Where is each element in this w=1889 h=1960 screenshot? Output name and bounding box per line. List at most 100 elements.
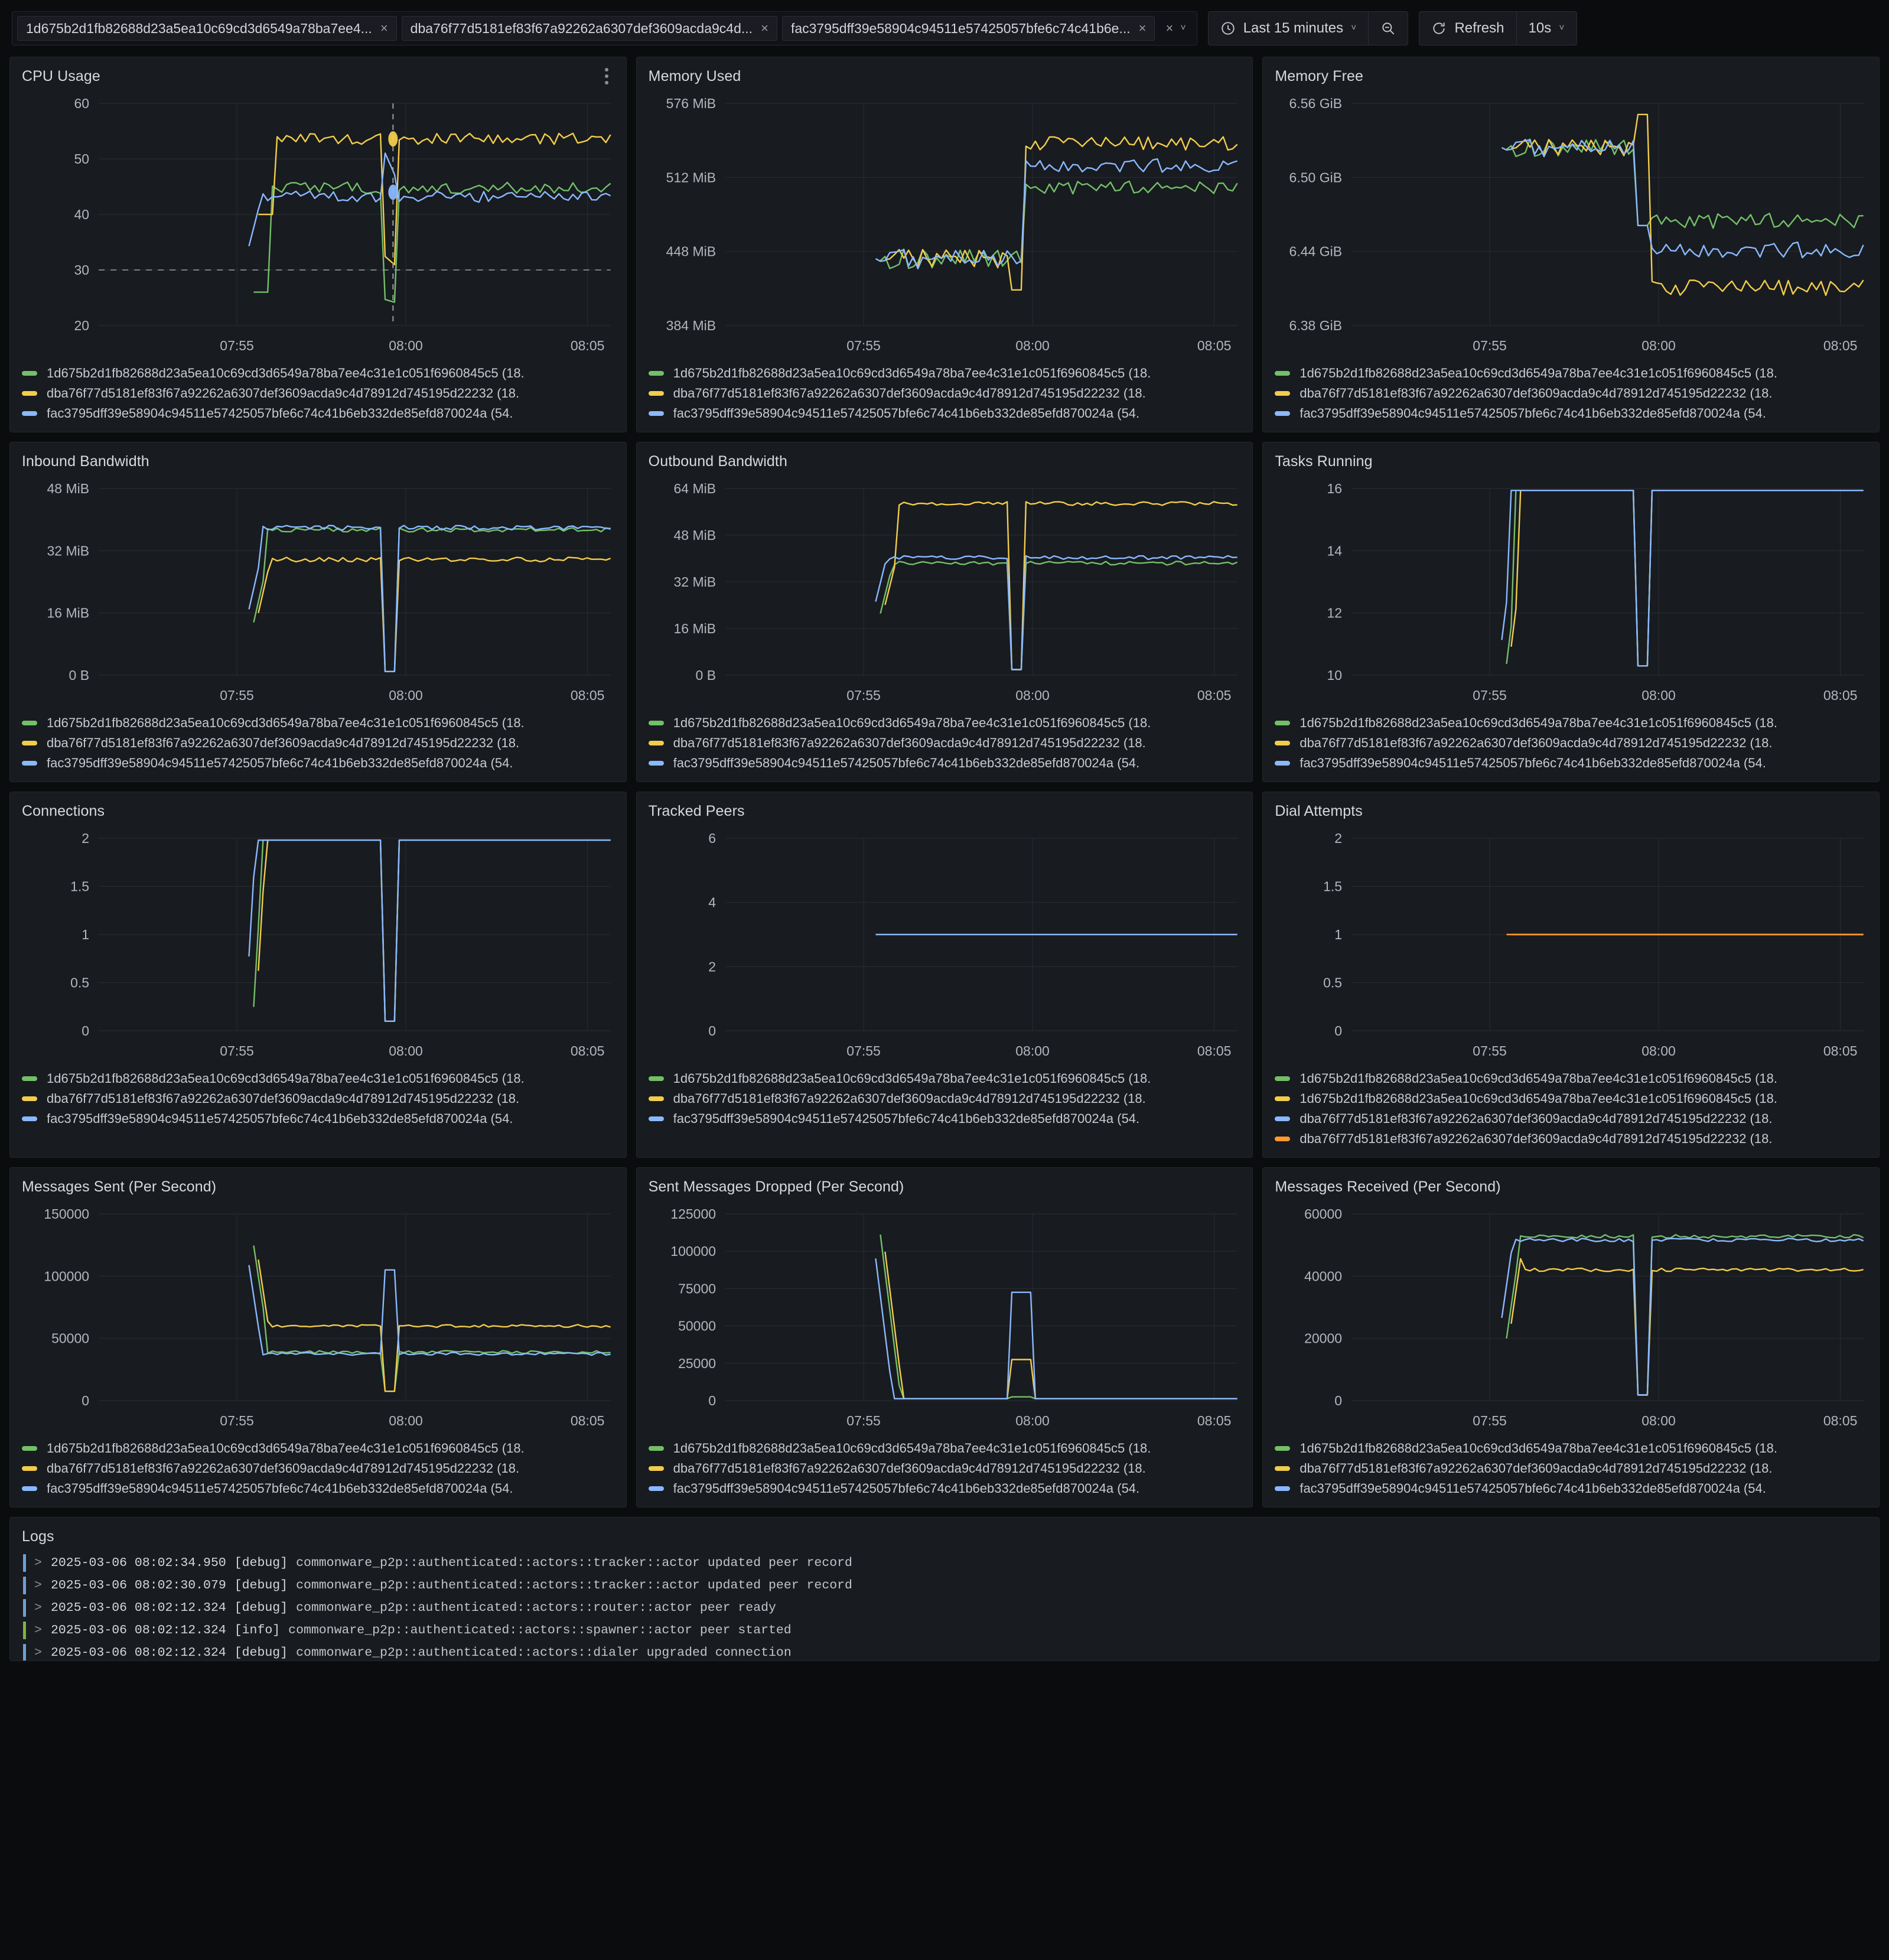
legend-item[interactable]: dba76f77d5181ef83f67a92262a6307def3609ac… — [648, 1089, 1241, 1109]
svg-text:0: 0 — [82, 1023, 89, 1038]
legend-item[interactable]: dba76f77d5181ef83f67a92262a6307def3609ac… — [1275, 1458, 1867, 1479]
legend-item[interactable]: 1d675b2d1fb82688d23a5ea10c69cd3d6549a78b… — [22, 1069, 614, 1089]
log-row[interactable]: >2025-03-06 08:02:12.324 [debug] commonwar… — [23, 1597, 1866, 1619]
legend-item[interactable]: fac3795dff39e58904c94511e57425057bfe6c74… — [1275, 403, 1867, 424]
legend-item[interactable]: dba76f77d5181ef83f67a92262a6307def3609ac… — [22, 383, 614, 403]
legend-item-label: dba76f77d5181ef83f67a92262a6307def3609ac… — [673, 1461, 1146, 1476]
legend-item[interactable]: dba76f77d5181ef83f67a92262a6307def3609ac… — [1275, 1129, 1867, 1149]
variable-chip[interactable]: fac3795dff39e58904c94511e57425057bfe6c74… — [781, 16, 1155, 41]
legend-item[interactable]: 1d675b2d1fb82688d23a5ea10c69cd3d6549a78b… — [1275, 1069, 1867, 1089]
legend-item-label: dba76f77d5181ef83f67a92262a6307def3609ac… — [47, 1091, 520, 1106]
log-list[interactable]: >2025-03-06 08:02:34.950 [debug] commonwar… — [10, 1548, 1879, 1661]
legend-item[interactable]: fac3795dff39e58904c94511e57425057bfe6c74… — [22, 753, 614, 773]
chevron-right-icon[interactable]: > — [34, 1646, 42, 1660]
chevron-right-icon[interactable]: > — [34, 1623, 42, 1637]
legend-item[interactable]: fac3795dff39e58904c94511e57425057bfe6c74… — [1275, 1479, 1867, 1499]
zoom-out-button[interactable] — [1369, 12, 1408, 45]
legend-item[interactable]: dba76f77d5181ef83f67a92262a6307def3609ac… — [22, 733, 614, 753]
legend-item[interactable]: dba76f77d5181ef83f67a92262a6307def3609ac… — [22, 1089, 614, 1109]
svg-text:448 MiB: 448 MiB — [666, 244, 715, 259]
log-row[interactable]: >2025-03-06 08:02:12.324 [debug] commonwar… — [23, 1642, 1866, 1661]
legend-item[interactable]: fac3795dff39e58904c94511e57425057bfe6c74… — [648, 1479, 1241, 1499]
svg-text:6: 6 — [708, 831, 716, 846]
close-icon[interactable]: × — [380, 21, 388, 35]
legend-item[interactable]: 1d675b2d1fb82688d23a5ea10c69cd3d6549a78b… — [22, 363, 614, 383]
legend-item[interactable]: dba76f77d5181ef83f67a92262a6307def3609ac… — [1275, 1109, 1867, 1129]
time-range-picker[interactable]: Last 15 minutes ˅ — [1209, 12, 1369, 45]
legend-item[interactable]: fac3795dff39e58904c94511e57425057bfe6c74… — [648, 1109, 1241, 1129]
legend-item[interactable]: fac3795dff39e58904c94511e57425057bfe6c74… — [648, 403, 1241, 424]
legend-item[interactable]: fac3795dff39e58904c94511e57425057bfe6c74… — [22, 403, 614, 424]
chart-plot-area[interactable]: 0 0.5 1 1.5 2 07:55 08:00 08:05 — [10, 823, 626, 1065]
svg-text:07:55: 07:55 — [846, 338, 881, 353]
legend-item[interactable]: 1d675b2d1fb82688d23a5ea10c69cd3d6549a78b… — [648, 363, 1241, 383]
chevron-right-icon[interactable]: > — [34, 1578, 42, 1593]
chevron-right-icon[interactable]: > — [34, 1601, 42, 1615]
chevron-down-icon[interactable]: ˅ — [1180, 23, 1186, 33]
panel-menu-icon[interactable] — [599, 63, 614, 89]
legend-item[interactable]: 1d675b2d1fb82688d23a5ea10c69cd3d6549a78b… — [648, 713, 1241, 733]
legend-item[interactable]: 1d675b2d1fb82688d23a5ea10c69cd3d6549a78b… — [1275, 1089, 1867, 1109]
chart-plot-area[interactable]: 0 20000 40000 60000 07:55 08:00 08:05 — [1263, 1199, 1879, 1435]
log-level: [debug] — [234, 1578, 288, 1593]
close-icon[interactable]: × — [1165, 21, 1174, 35]
chart-plot-area[interactable]: 0 0.5 1 1.5 2 07:55 08:00 08:05 — [1263, 823, 1879, 1065]
chevron-down-icon[interactable]: ˅ — [1559, 23, 1565, 33]
chart-plot-area[interactable]: 20 30 40 50 60 07:55 08:00 08:05 — [10, 88, 626, 360]
svg-text:6.38 GiB: 6.38 GiB — [1289, 318, 1343, 333]
legend-item[interactable]: fac3795dff39e58904c94511e57425057bfe6c74… — [648, 753, 1241, 773]
legend-item[interactable]: dba76f77d5181ef83f67a92262a6307def3609ac… — [648, 733, 1241, 753]
panel-title: Inbound Bandwidth — [22, 452, 149, 470]
chevron-down-icon[interactable]: ˅ — [1351, 23, 1357, 33]
legend-color-swatch — [648, 411, 664, 416]
legend-item[interactable]: 1d675b2d1fb82688d23a5ea10c69cd3d6549a78b… — [22, 1438, 614, 1458]
log-row[interactable]: >2025-03-06 08:02:30.079 [debug] commonwar… — [23, 1574, 1866, 1597]
legend-item-label: dba76f77d5181ef83f67a92262a6307def3609ac… — [1299, 1131, 1773, 1146]
legend-item-label: fac3795dff39e58904c94511e57425057bfe6c74… — [673, 756, 1140, 770]
legend-item[interactable]: 1d675b2d1fb82688d23a5ea10c69cd3d6549a78b… — [1275, 363, 1867, 383]
log-row[interactable]: >2025-03-06 08:02:34.950 [debug] commonwar… — [23, 1552, 1866, 1574]
legend-item[interactable]: fac3795dff39e58904c94511e57425057bfe6c74… — [22, 1479, 614, 1499]
chart-plot-area[interactable]: 10 12 14 16 07:55 08:00 08:05 — [1263, 473, 1879, 709]
svg-text:08:00: 08:00 — [1642, 1413, 1676, 1428]
chart-plot-area[interactable]: 0 25000 50000 75000 100000 125000 07:55 08:00 08… — [637, 1199, 1253, 1435]
chart-plot-area[interactable]: 0 B 16 MiB 32 MiB 48 MiB 64 MiB 07:55 08:00 08:… — [637, 473, 1253, 709]
panel-tracked-peers: Tracked Peers 0 2 4 6 07:55 08:00 08:05 1d675b2d… — [636, 792, 1253, 1158]
variable-chip[interactable]: dba76f77d5181ef83f67a92262a6307def3609ac… — [401, 16, 777, 41]
legend-item[interactable]: dba76f77d5181ef83f67a92262a6307def3609ac… — [648, 1458, 1241, 1479]
refresh-interval-picker[interactable]: 10s ˅ — [1517, 12, 1577, 45]
legend-item[interactable]: dba76f77d5181ef83f67a92262a6307def3609ac… — [648, 383, 1241, 403]
legend-item[interactable]: dba76f77d5181ef83f67a92262a6307def3609ac… — [1275, 383, 1867, 403]
svg-text:20000: 20000 — [1304, 1331, 1342, 1346]
legend-item[interactable]: dba76f77d5181ef83f67a92262a6307def3609ac… — [22, 1458, 614, 1479]
svg-text:07:55: 07:55 — [220, 1413, 254, 1428]
panel-title: Tasks Running — [1275, 452, 1373, 470]
chart-plot-area[interactable]: 0 50000 100000 150000 07:55 08:00 08:05 — [10, 1199, 626, 1435]
refresh-button[interactable]: Refresh — [1419, 12, 1516, 45]
panel-messages-received-per-second: Messages Received (Per Second) 0 20000 4000… — [1262, 1167, 1880, 1508]
svg-text:48 MiB: 48 MiB — [47, 481, 89, 496]
divider — [1516, 12, 1517, 45]
variable-chip[interactable]: 1d675b2d1fb82688d23a5ea10c69cd3d6549a78b… — [17, 16, 397, 41]
legend-item-label: fac3795dff39e58904c94511e57425057bfe6c74… — [47, 1111, 513, 1126]
legend-item[interactable]: fac3795dff39e58904c94511e57425057bfe6c74… — [1275, 753, 1867, 773]
legend-item[interactable]: dba76f77d5181ef83f67a92262a6307def3609ac… — [1275, 733, 1867, 753]
close-icon[interactable]: × — [1138, 21, 1147, 35]
close-icon[interactable]: × — [761, 21, 768, 35]
legend-item[interactable]: 1d675b2d1fb82688d23a5ea10c69cd3d6549a78b… — [648, 1438, 1241, 1458]
legend-item-label: fac3795dff39e58904c94511e57425057bfe6c74… — [47, 1481, 513, 1496]
chart-plot-area[interactable]: 0 B 16 MiB 32 MiB 48 MiB 07:55 08:00 08:05 — [10, 473, 626, 709]
panel-title: Outbound Bandwidth — [648, 452, 787, 470]
chart-plot-area[interactable]: 6.38 GiB 6.44 GiB 6.50 GiB 6.56 GiB 07:55 08:… — [1263, 88, 1879, 360]
legend-item[interactable]: fac3795dff39e58904c94511e57425057bfe6c74… — [22, 1109, 614, 1129]
chevron-right-icon[interactable]: > — [34, 1556, 42, 1570]
chart-plot-area[interactable]: 0 2 4 6 07:55 08:00 08:05 — [637, 823, 1253, 1065]
legend-color-swatch — [22, 411, 37, 416]
variable-clear-all[interactable]: × ˅ — [1160, 21, 1191, 36]
legend-item[interactable]: 1d675b2d1fb82688d23a5ea10c69cd3d6549a78b… — [648, 1069, 1241, 1089]
log-row[interactable]: >2025-03-06 08:02:12.324 [info] commonware… — [23, 1619, 1866, 1642]
legend-item[interactable]: 1d675b2d1fb82688d23a5ea10c69cd3d6549a78b… — [1275, 713, 1867, 733]
legend-item[interactable]: 1d675b2d1fb82688d23a5ea10c69cd3d6549a78b… — [1275, 1438, 1867, 1458]
legend-item[interactable]: 1d675b2d1fb82688d23a5ea10c69cd3d6549a78b… — [22, 713, 614, 733]
chart-plot-area[interactable]: 384 MiB 448 MiB 512 MiB 576 MiB 07:55 08:00 08… — [637, 88, 1253, 360]
